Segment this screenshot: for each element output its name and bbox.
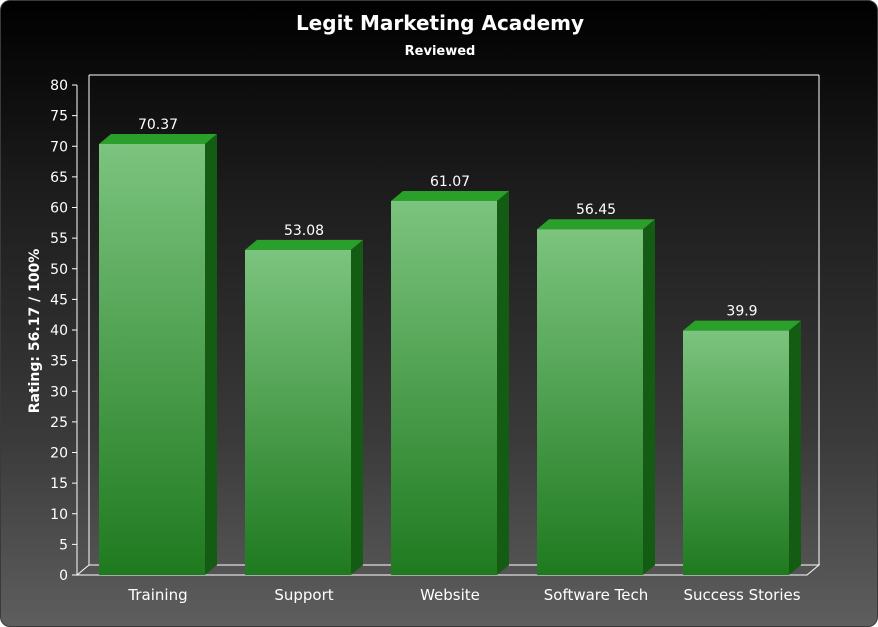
- y-tick-label: 60: [50, 201, 68, 217]
- y-tick-label: 65: [50, 170, 68, 186]
- bar: [537, 229, 643, 575]
- y-tick-label: 35: [50, 354, 68, 370]
- y-tick-label: 5: [59, 537, 68, 553]
- data-label: 61.07: [430, 174, 470, 190]
- bar: [245, 249, 351, 575]
- y-tick-label: 75: [50, 109, 68, 125]
- x-tick-label: Training: [127, 586, 187, 604]
- y-tick-label: 70: [50, 139, 68, 155]
- bar-side: [643, 219, 655, 575]
- bar-top: [391, 190, 509, 201]
- y-tick-label: 20: [50, 446, 68, 462]
- bar-side: [789, 320, 801, 575]
- bar: [683, 330, 789, 575]
- data-label: 39.9: [726, 304, 757, 320]
- bar-side: [351, 239, 363, 575]
- chart-subtitle: Reviewed: [405, 44, 476, 59]
- bar-top: [245, 239, 363, 250]
- plot-area: 0 5 10 15 20 25 30 35 40 45 50 55 60 65 70 75 80 70.37 Tra…: [50, 74, 821, 604]
- y-tick-label: 50: [50, 262, 68, 278]
- x-tick-label: Support: [274, 586, 333, 604]
- y-tick-label: 40: [50, 323, 68, 339]
- data-label: 53.08: [284, 223, 324, 239]
- y-tick-label: 15: [50, 476, 68, 492]
- x-tick-label: Success Stories: [683, 586, 800, 604]
- bar: [99, 143, 205, 575]
- bar: [391, 200, 497, 576]
- y-tick-label: 0: [59, 568, 68, 584]
- y-tick-label: 10: [50, 507, 68, 523]
- x-tick-label: Website: [420, 586, 480, 604]
- bar-side: [205, 133, 217, 575]
- y-axis-label: Rating: 56.17 / 100%: [27, 249, 43, 414]
- y-tick-label: 55: [50, 231, 68, 247]
- bar-top: [683, 320, 801, 331]
- y-tick-label: 25: [50, 415, 68, 431]
- y-tick-label: 30: [50, 384, 68, 400]
- bar-side: [497, 190, 509, 576]
- y-tick-label: 45: [50, 292, 68, 308]
- bar-top: [537, 219, 655, 230]
- bar-top: [99, 133, 217, 144]
- x-tick-label: Software Tech: [544, 586, 649, 604]
- y-tick-label: 80: [50, 78, 68, 94]
- data-label: 70.37: [138, 117, 178, 133]
- data-label: 56.45: [576, 202, 616, 218]
- chart-title: Legit Marketing Academy: [296, 11, 584, 35]
